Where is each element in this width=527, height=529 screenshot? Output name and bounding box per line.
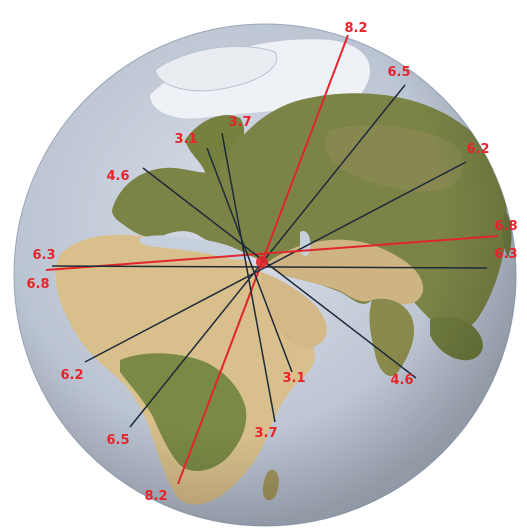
center-marker xyxy=(256,256,268,268)
value-label-start: 3.7 xyxy=(228,115,251,130)
value-label-end: 4.6 xyxy=(390,373,413,388)
route-line-6.5 xyxy=(129,84,406,428)
value-label-start: 6.2 xyxy=(466,142,489,157)
route-line-4.6 xyxy=(142,167,417,379)
value-label-end: 3.7 xyxy=(254,426,277,441)
route-line-6.3 xyxy=(51,265,488,269)
value-label-start: 3.1 xyxy=(174,132,197,147)
value-label-start: 6.8 xyxy=(494,219,517,234)
route-line-3.7 xyxy=(221,132,276,423)
route-line-3.1 xyxy=(206,147,293,373)
value-label-start: 6.5 xyxy=(387,65,410,80)
value-label-end: 8.2 xyxy=(144,489,167,504)
value-labels: 8.2 8.2 6.5 6.5 6.2 6.2 6.8 6.8 6.3 6.3 4.6 4.6 3.7 3… xyxy=(26,21,517,504)
value-label-end: 6.8 xyxy=(26,277,49,292)
value-label-start: 8.2 xyxy=(344,21,367,36)
route-line-6.2 xyxy=(84,161,467,363)
value-label-end: 3.1 xyxy=(282,371,305,386)
route-line-6.8 xyxy=(45,235,499,271)
value-label-start: 6.3 xyxy=(494,247,517,262)
value-label-end: 6.2 xyxy=(60,368,83,383)
value-label-end: 6.3 xyxy=(32,248,55,263)
value-label-start: 4.6 xyxy=(106,169,129,184)
globe-shade xyxy=(14,24,516,526)
value-label-end: 6.5 xyxy=(106,433,129,448)
